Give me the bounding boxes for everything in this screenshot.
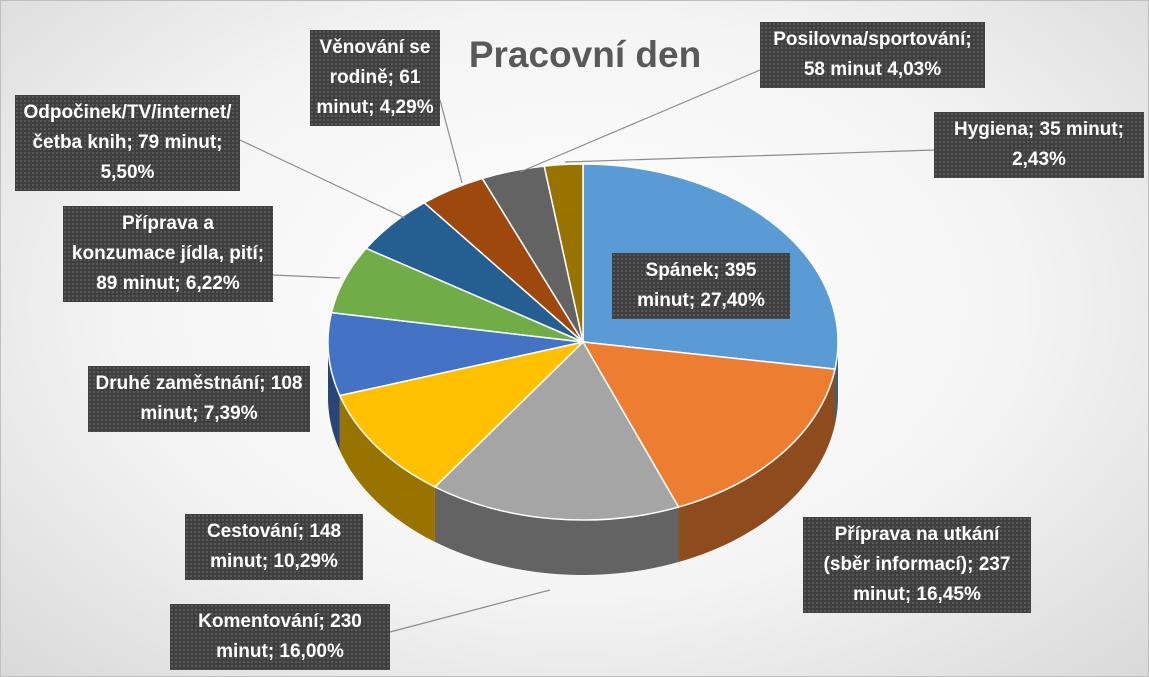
- slice: [338, 340, 586, 488]
- data-label: Příprava a konzumace jídla, pití; 89 min…: [63, 206, 273, 302]
- data-label: Spánek; 395 minut; 27,40%: [612, 253, 790, 319]
- slice: [543, 163, 584, 343]
- leader-line: [272, 274, 341, 279]
- slice: [581, 341, 836, 508]
- leader-line: [519, 69, 761, 173]
- data-label: Věnování se rodině; 61 minut; 4,29%: [310, 30, 440, 126]
- slice-side: [434, 486, 679, 575]
- leader-line: [389, 589, 551, 633]
- slice-side: [835, 342, 838, 425]
- slice: [327, 311, 584, 397]
- leader-line: [564, 149, 935, 163]
- chart-title: Pracovní den: [468, 34, 702, 75]
- leader-line: [239, 139, 406, 219]
- data-label: Druhé zaměstnání; 108 minut; 7,39%: [88, 366, 310, 432]
- data-label: Komentování; 230 minut; 16,00%: [170, 604, 390, 670]
- data-label: Příprava na utkání (sběr informací); 237…: [803, 517, 1031, 613]
- data-label: Odpočinek/TV/internet/četba knih; 79 min…: [15, 95, 240, 191]
- data-label: Cestování; 148 minut; 10,29%: [185, 514, 363, 580]
- data-label: Posilovna/sportování; 58 minut 4,03%: [760, 22, 985, 88]
- slice-side: [339, 395, 435, 542]
- leader-line: [439, 99, 463, 184]
- slice: [433, 340, 680, 521]
- data-label: Hygiena; 35 minut; 2,43%: [934, 112, 1144, 178]
- slice-side: [678, 369, 836, 563]
